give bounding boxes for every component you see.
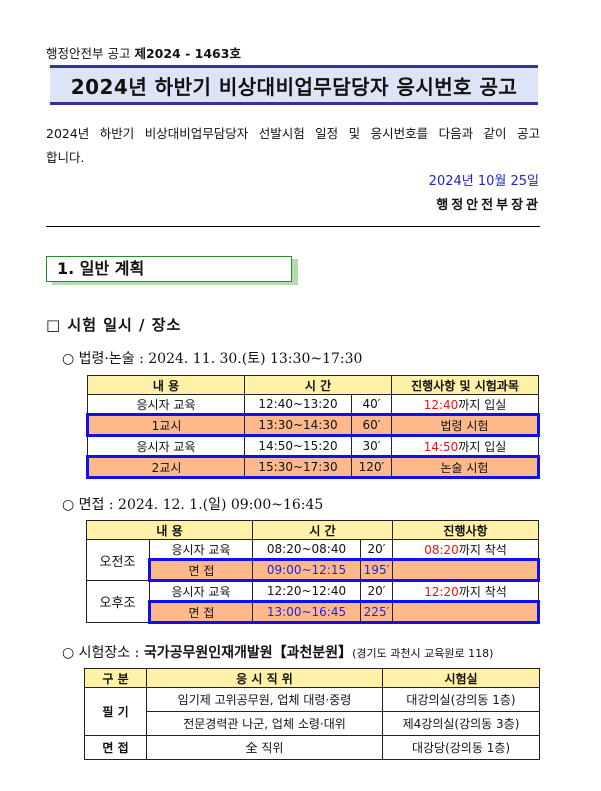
notice-date: 2024년 10월 25일 bbox=[428, 174, 539, 189]
schedule-row: 응시자 교육 14:50~15:20 30′ 14:50까지 입실 bbox=[87, 435, 539, 457]
interview-heading: ○ 면접 : 2024. 12. 1.(일) 09:00~16:45 bbox=[62, 497, 324, 513]
body-text: 2024년 하반기 비상대비업무담당자 선발시험 일정 및 응시번호를 다음과 … bbox=[46, 126, 540, 165]
schedule-row: 1교시 13:30~14:30 60′ 법령 시험 bbox=[86, 413, 540, 437]
venue-heading: ○ 시험장소 : 국가공무원인재개발원【과천분원】(경기도 과천시 교육원로 1… bbox=[62, 645, 494, 661]
divider bbox=[46, 226, 540, 227]
schedule-row: 2교시 15:30~17:30 120′ 논술 시험 bbox=[86, 455, 540, 479]
interview-row: 오후조 응시자 교육 12:20~12:40 20′ 12:20까지 착석 bbox=[86, 580, 539, 623]
document-title: 2024년 하반기 비상대비업무담당자 응시번호 공고 bbox=[50, 65, 538, 105]
signer: 행정안전부장관 bbox=[436, 198, 541, 213]
interview-row: 오전조 응시자 교육 08:20~08:40 20′ 08:20까지 착석 bbox=[86, 539, 539, 581]
schedule-row: 응시자 교육 12:40~13:20 40′ 12:40까지 입실 bbox=[87, 394, 539, 415]
notice-number: 행정안전부 공고 제2024 - 1463호 bbox=[46, 46, 241, 61]
subsection-heading: □ 시험 일시 / 장소 bbox=[46, 316, 182, 334]
written-exam-heading: ○ 법령·논술 : 2024. 11. 30.(토) 13:30~17:30 bbox=[62, 351, 363, 367]
interview-row: 면 접 09:00~12:15 195′ bbox=[87, 558, 540, 582]
interview-row: 면 접 13:00~16:45 225′ bbox=[87, 600, 540, 624]
section-heading: 1. 일반 계획 bbox=[46, 256, 292, 282]
